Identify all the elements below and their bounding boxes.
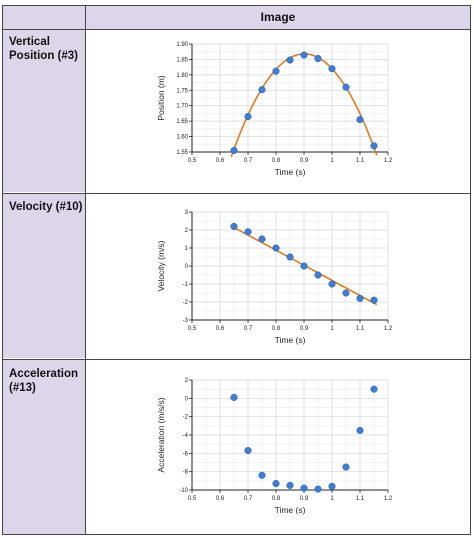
y-tick-label: -1	[183, 282, 189, 288]
data-point	[356, 426, 364, 434]
row-label-cell-acceleration	[2, 360, 85, 535]
y-tick-label: 1.90	[176, 42, 188, 48]
x-axis-label: Time (s)	[275, 167, 306, 177]
header-image: Image	[85, 5, 471, 29]
y-axis-label: Velocity (m/s)	[156, 240, 166, 291]
y-tick-label: 1.70	[176, 104, 188, 110]
row-label-velocity: Velocity (#10)	[9, 201, 83, 213]
x-tick-label: 0.6	[216, 158, 225, 164]
y-tick-label: 2	[185, 378, 189, 384]
data-point	[328, 65, 336, 73]
data-point	[300, 51, 308, 59]
row-label-acceleration: Acceleration (#13)	[9, 368, 79, 394]
header-left-cell	[2, 5, 85, 29]
x-tick-label: 1	[330, 158, 334, 164]
data-point	[244, 447, 252, 455]
x-tick-label: 0.6	[216, 326, 225, 332]
x-tick-label: 0.9	[300, 158, 309, 164]
x-tick-label: 0.6	[216, 496, 225, 502]
data-point	[258, 471, 266, 479]
x-tick-label: 0.8	[272, 158, 281, 164]
data-point	[286, 253, 294, 261]
y-tick-label: -2	[183, 300, 189, 306]
y-tick-label: 1	[185, 246, 189, 252]
x-tick-label: 0.5	[188, 158, 197, 164]
x-tick-label: 0.7	[244, 496, 253, 502]
y-tick-label: -4	[183, 433, 189, 439]
x-tick-label: 1.2	[384, 158, 393, 164]
x-tick-label: 0.7	[244, 326, 253, 332]
y-tick-label: 1.80	[176, 73, 188, 79]
data-point	[258, 86, 266, 94]
data-point	[244, 112, 252, 121]
x-tick-label: 0.9	[300, 496, 309, 502]
y-tick-label: 0	[185, 396, 189, 402]
x-tick-label: 1.1	[356, 496, 365, 502]
y-tick-label: -2	[183, 415, 189, 421]
x-tick-label: 1	[330, 326, 334, 332]
velocity-time-chart: 0.5 0.6 0.7 0.8 0.9 1 1.1 1.2 -3 -2 -1 0 1 2 3 Time (s)…	[156, 210, 393, 345]
x-tick-label: 1	[330, 496, 334, 502]
data-point	[328, 280, 336, 288]
x-axis-label: Time (s)	[275, 505, 306, 515]
position-time-chart: 0.5 0.6 0.7 0.8 0.9 1 1.1 1.2 1.55 1.60 1.65 1.70 1.…	[156, 42, 393, 177]
x-axis-label: Time (s)	[275, 335, 306, 345]
data-point	[230, 222, 238, 230]
acceleration-time-chart: 0.5 0.6 0.7 0.8 0.9 1 1.1 1.2 -10 -8 -6 -4 -2 0 2 Time …	[156, 378, 393, 515]
y-tick-label: 1.85	[176, 57, 188, 63]
y-tick-label: 1.55	[176, 150, 188, 156]
x-tick-label: 0.7	[244, 158, 253, 164]
data-point	[272, 244, 280, 252]
x-tick-label: 0.9	[300, 326, 309, 332]
y-axis-label: Acceleration (m/s/s)	[156, 397, 166, 472]
x-tick-label: 1.2	[384, 496, 393, 502]
data-point	[370, 385, 378, 393]
row-label-cell-position	[2, 30, 85, 192]
data-point	[370, 142, 378, 150]
data-point	[356, 294, 364, 302]
y-tick-label: 3	[185, 210, 189, 216]
data-point	[286, 481, 294, 489]
data-point	[230, 393, 238, 401]
x-tick-label: 1.2	[384, 326, 393, 332]
data-point	[286, 56, 294, 64]
data-point	[356, 116, 364, 124]
y-axis-label: Position (m)	[156, 75, 166, 121]
x-tick-label: 0.5	[188, 326, 197, 332]
x-tick-label: 1.1	[356, 326, 365, 332]
row-label-vertical-position: Vertical Position (#3)	[9, 36, 79, 62]
data-point	[314, 54, 322, 63]
data-point	[258, 235, 266, 243]
data-point	[342, 83, 350, 91]
data-point	[300, 484, 308, 492]
y-tick-label: -3	[183, 318, 189, 324]
x-tick-label: 0.8	[272, 326, 281, 332]
data-point	[370, 296, 378, 304]
data-point	[328, 482, 336, 490]
data-point	[314, 271, 322, 279]
y-tick-label: 1.75	[176, 88, 188, 94]
data-point	[342, 289, 350, 297]
x-tick-label: 0.5	[188, 496, 197, 502]
x-tick-label: 1.1	[356, 158, 365, 164]
y-tick-label: -10	[179, 488, 188, 494]
data-point	[342, 463, 350, 471]
data-point	[272, 67, 280, 75]
data-table: Image Vertical Position (#3) Velocity (#…	[2, 5, 471, 535]
y-tick-label: 1.60	[176, 135, 188, 141]
row-label-cell-velocity	[2, 194, 85, 358]
data-point	[300, 262, 308, 270]
data-point	[272, 480, 280, 488]
y-tick-label: 1.65	[176, 119, 188, 125]
data-point	[314, 485, 322, 493]
data-point	[244, 228, 252, 236]
y-tick-label: 0	[185, 264, 189, 270]
y-tick-label: 2	[185, 228, 189, 234]
data-point	[230, 146, 238, 155]
y-tick-label: -6	[183, 451, 189, 457]
x-tick-label: 0.8	[272, 496, 281, 502]
y-tick-label: -8	[183, 470, 189, 476]
